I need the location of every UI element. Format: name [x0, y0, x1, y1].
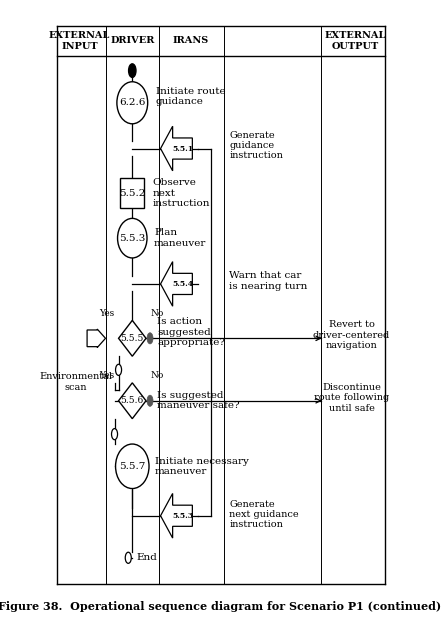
Text: Plan
maneuver: Plan maneuver: [154, 229, 206, 248]
Text: Discontinue
route following
until safe: Discontinue route following until safe: [314, 383, 389, 412]
Circle shape: [111, 428, 118, 440]
Text: 5.5.6: 5.5.6: [121, 396, 144, 406]
Text: End: End: [137, 553, 157, 562]
Text: No: No: [150, 309, 164, 318]
Polygon shape: [160, 494, 192, 538]
Text: EXTERNAL
INPUT: EXTERNAL INPUT: [49, 31, 110, 51]
Text: Is suggested
maneuver safe?: Is suggested maneuver safe?: [157, 391, 240, 410]
Text: IRANS: IRANS: [173, 37, 209, 45]
Text: Yes: Yes: [99, 371, 114, 380]
Text: 5.5.2: 5.5.2: [119, 189, 145, 197]
Text: Initiate necessary
maneuver: Initiate necessary maneuver: [155, 456, 249, 476]
Polygon shape: [160, 261, 192, 306]
Text: 6.2.6: 6.2.6: [119, 98, 145, 107]
Text: Is action
suggested
appropriate?: Is action suggested appropriate?: [157, 317, 225, 347]
Text: Initiate route
guidance: Initiate route guidance: [156, 87, 225, 106]
Ellipse shape: [115, 444, 149, 489]
Text: No: No: [150, 371, 164, 380]
Text: Yes: Yes: [99, 309, 114, 318]
Text: Figure 38.  Operational sequence diagram for Scenario P1 (continued).: Figure 38. Operational sequence diagram …: [0, 601, 442, 612]
Text: 5.5.1: 5.5.1: [172, 145, 193, 153]
Circle shape: [147, 333, 153, 344]
Polygon shape: [118, 320, 146, 356]
Text: Warn that car
is nearing turn: Warn that car is nearing turn: [229, 271, 308, 291]
Text: DRIVER: DRIVER: [110, 37, 154, 45]
Text: 5.5.5: 5.5.5: [121, 334, 144, 343]
Ellipse shape: [117, 82, 148, 124]
Text: 5.5.7: 5.5.7: [119, 462, 145, 471]
Polygon shape: [87, 329, 106, 348]
Text: Observe
next
instruction: Observe next instruction: [152, 178, 210, 208]
Text: Environmental
scan: Environmental scan: [39, 373, 113, 392]
Ellipse shape: [118, 219, 147, 258]
Text: 5.5.4: 5.5.4: [172, 280, 193, 288]
Circle shape: [129, 64, 136, 78]
Circle shape: [147, 395, 153, 406]
Text: Generate
guidance
instruction: Generate guidance instruction: [229, 130, 283, 160]
Circle shape: [125, 552, 131, 563]
Bar: [120, 178, 145, 208]
Text: Generate
next guidance
instruction: Generate next guidance instruction: [229, 500, 299, 530]
Polygon shape: [160, 126, 192, 171]
Text: 5.5.3: 5.5.3: [172, 512, 193, 520]
Text: EXTERNAL
OUTPUT: EXTERNAL OUTPUT: [324, 31, 385, 51]
Polygon shape: [118, 383, 146, 419]
Text: Revert to
driver-centered
navigation: Revert to driver-centered navigation: [313, 320, 390, 350]
Text: 5.5.3: 5.5.3: [119, 233, 145, 243]
Circle shape: [115, 365, 122, 376]
